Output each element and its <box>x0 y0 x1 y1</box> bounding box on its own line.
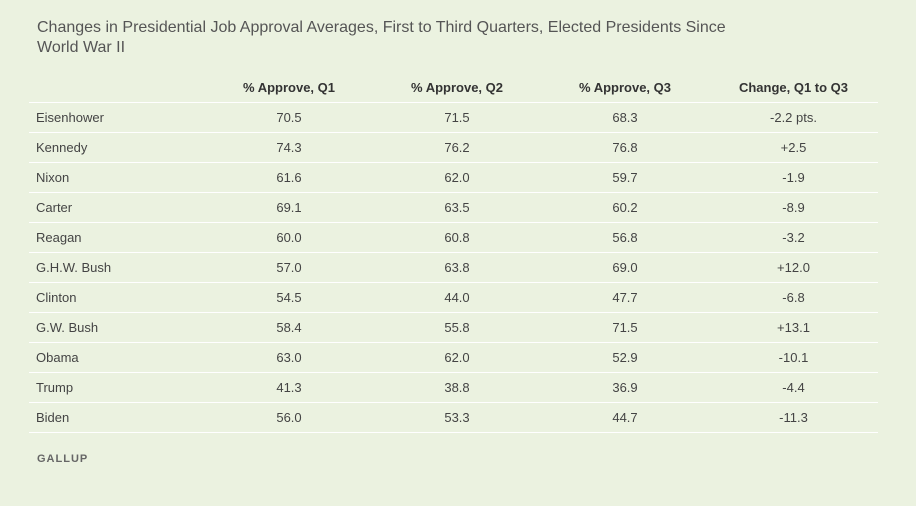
cell-q1: 70.5 <box>205 102 373 133</box>
cell-president: Eisenhower <box>29 102 205 133</box>
cell-q2: 55.8 <box>373 312 541 343</box>
cell-change: -6.8 <box>709 282 878 313</box>
table-row: Nixon 61.6 62.0 59.7 -1.9 <box>29 162 878 193</box>
cell-q1: 63.0 <box>205 342 373 373</box>
cell-change: +12.0 <box>709 252 878 283</box>
cell-president: Trump <box>29 372 205 403</box>
cell-change: -2.2 pts. <box>709 102 878 133</box>
header-row: % Approve, Q1 % Approve, Q2 % Approve, Q… <box>29 72 878 103</box>
cell-q3: 36.9 <box>541 372 709 403</box>
cell-president: Biden <box>29 402 205 433</box>
cell-change: -10.1 <box>709 342 878 373</box>
cell-president: G.H.W. Bush <box>29 252 205 283</box>
table-row: Kennedy 74.3 76.2 76.8 +2.5 <box>29 132 878 163</box>
cell-change: +13.1 <box>709 312 878 343</box>
cell-q1: 54.5 <box>205 282 373 313</box>
cell-q3: 56.8 <box>541 222 709 253</box>
cell-q3: 59.7 <box>541 162 709 193</box>
cell-president: Kennedy <box>29 132 205 163</box>
chart-title: Changes in Presidential Job Approval Ave… <box>37 19 726 56</box>
header-q2: % Approve, Q2 <box>373 72 541 103</box>
cell-q1: 58.4 <box>205 312 373 343</box>
table-row: Clinton 54.5 44.0 47.7 -6.8 <box>29 282 878 313</box>
cell-q2: 60.8 <box>373 222 541 253</box>
header-change: Change, Q1 to Q3 <box>709 72 878 103</box>
cell-q3: 71.5 <box>541 312 709 343</box>
gallup-brand: GALLUP <box>37 453 89 465</box>
cell-q3: 60.2 <box>541 192 709 223</box>
cell-q2: 63.5 <box>373 192 541 223</box>
table-row: Trump 41.3 38.8 36.9 -4.4 <box>29 372 878 403</box>
cell-president: Carter <box>29 192 205 223</box>
cell-q2: 44.0 <box>373 282 541 313</box>
cell-change: -3.2 <box>709 222 878 253</box>
cell-q3: 69.0 <box>541 252 709 283</box>
cell-president: Clinton <box>29 282 205 313</box>
cell-q2: 76.2 <box>373 132 541 163</box>
header-president <box>29 72 205 103</box>
cell-q2: 62.0 <box>373 342 541 373</box>
cell-president: Obama <box>29 342 205 373</box>
cell-president: G.W. Bush <box>29 312 205 343</box>
cell-president: Nixon <box>29 162 205 193</box>
cell-q3: 52.9 <box>541 342 709 373</box>
approval-table: % Approve, Q1 % Approve, Q2 % Approve, Q… <box>29 72 878 433</box>
cell-q2: 71.5 <box>373 102 541 133</box>
cell-q1: 69.1 <box>205 192 373 223</box>
header-q1: % Approve, Q1 <box>205 72 373 103</box>
table-row: G.H.W. Bush 57.0 63.8 69.0 +12.0 <box>29 252 878 283</box>
table-row: Obama 63.0 62.0 52.9 -10.1 <box>29 342 878 373</box>
cell-q2: 53.3 <box>373 402 541 433</box>
table-body: Eisenhower 70.5 71.5 68.3 -2.2 pts. Kennedy 74… <box>29 102 878 433</box>
table-row: Eisenhower 70.5 71.5 68.3 -2.2 pts. <box>29 102 878 133</box>
cell-q2: 63.8 <box>373 252 541 283</box>
table-row: Reagan 60.0 60.8 56.8 -3.2 <box>29 222 878 253</box>
cell-q3: 47.7 <box>541 282 709 313</box>
cell-change: -4.4 <box>709 372 878 403</box>
cell-q3: 44.7 <box>541 402 709 433</box>
table-row: G.W. Bush 58.4 55.8 71.5 +13.1 <box>29 312 878 343</box>
cell-change: -8.9 <box>709 192 878 223</box>
cell-q1: 41.3 <box>205 372 373 403</box>
cell-change: -11.3 <box>709 402 878 433</box>
cell-q2: 38.8 <box>373 372 541 403</box>
cell-q2: 62.0 <box>373 162 541 193</box>
cell-q1: 61.6 <box>205 162 373 193</box>
cell-change: +2.5 <box>709 132 878 163</box>
cell-q1: 56.0 <box>205 402 373 433</box>
cell-q3: 76.8 <box>541 132 709 163</box>
cell-q1: 57.0 <box>205 252 373 283</box>
cell-president: Reagan <box>29 222 205 253</box>
header-q3: % Approve, Q3 <box>541 72 709 103</box>
cell-change: -1.9 <box>709 162 878 193</box>
cell-q1: 60.0 <box>205 222 373 253</box>
table-row: Carter 69.1 63.5 60.2 -8.9 <box>29 192 878 223</box>
cell-q3: 68.3 <box>541 102 709 133</box>
table-row: Biden 56.0 53.3 44.7 -11.3 <box>29 402 878 433</box>
cell-q1: 74.3 <box>205 132 373 163</box>
